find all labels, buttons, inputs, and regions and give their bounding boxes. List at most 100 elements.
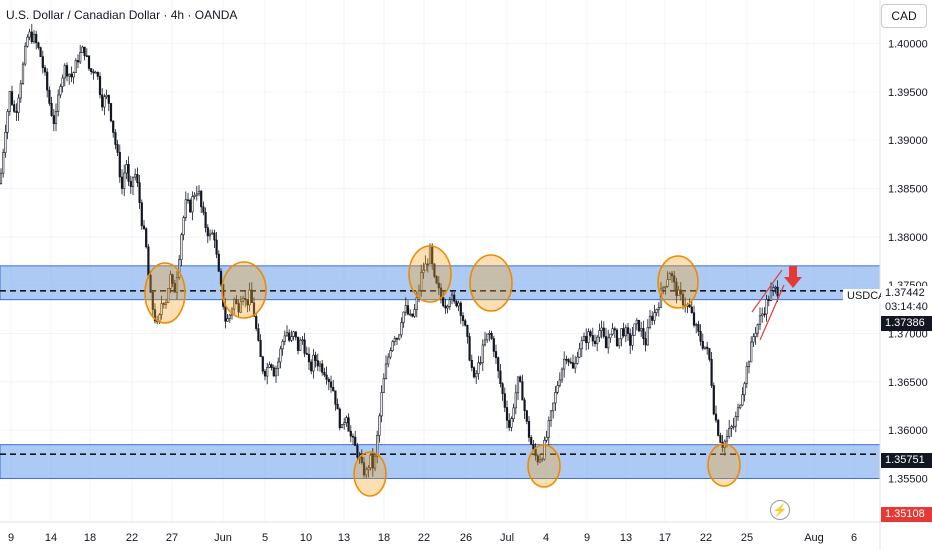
candle-body	[414, 310, 416, 317]
candle-body	[563, 359, 565, 369]
candle-body	[484, 340, 486, 345]
candle-body	[84, 47, 86, 56]
highlight-circle	[222, 262, 266, 318]
candle-body	[5, 132, 7, 152]
candle-body	[550, 411, 552, 421]
candle-body	[57, 95, 59, 112]
candle-body	[711, 359, 713, 385]
candle-body	[339, 409, 341, 428]
last-price-label: 1.37442	[881, 286, 932, 300]
candle-body	[750, 342, 752, 362]
candle-body	[183, 218, 185, 235]
candle-body	[508, 420, 510, 427]
candle-body	[93, 72, 95, 73]
y-tick-label: 1.35500	[888, 474, 928, 486]
candle-body	[605, 336, 607, 347]
candle-body	[693, 313, 695, 325]
candle-body	[610, 334, 612, 338]
candle-body	[315, 355, 317, 360]
candle-body	[106, 95, 108, 97]
candle-body	[145, 229, 147, 247]
candle-body	[464, 321, 466, 326]
candle-body	[761, 314, 763, 316]
candle-body	[40, 48, 42, 57]
candle-body	[385, 364, 387, 378]
candle-body	[557, 386, 559, 393]
candle-body	[211, 233, 213, 234]
candle-body	[216, 240, 218, 254]
candle-body	[390, 351, 392, 357]
candle-body	[33, 34, 35, 42]
candle-body	[44, 68, 46, 72]
candle-body	[458, 303, 460, 306]
candle-body	[552, 403, 554, 411]
candle-body	[753, 337, 755, 342]
candle-body	[291, 337, 293, 341]
y-tick-label: 1.39000	[888, 135, 928, 147]
candle-body	[654, 313, 656, 321]
candle-body	[643, 328, 645, 338]
x-tick-label: 26	[460, 532, 472, 544]
candle-body	[379, 416, 381, 436]
candle-body	[337, 404, 339, 409]
candle-body	[577, 357, 579, 363]
candle-body	[616, 330, 618, 346]
candle-body	[123, 173, 125, 188]
candle-body	[148, 247, 150, 275]
candle-body	[775, 287, 777, 288]
candle-body	[130, 181, 132, 186]
candle-body	[656, 309, 658, 312]
candle-body	[467, 325, 469, 336]
candle-body	[38, 43, 40, 48]
currency-button[interactable]: CAD	[881, 4, 927, 28]
candle-body	[607, 338, 609, 348]
candle-body	[134, 174, 136, 177]
candle-body	[286, 333, 288, 336]
candle-body	[108, 95, 110, 103]
candle-body	[519, 377, 521, 382]
candle-body	[383, 378, 385, 392]
candle-body	[64, 65, 66, 77]
candle-body	[262, 357, 264, 371]
candle-body	[401, 322, 403, 334]
candle-body	[394, 338, 396, 341]
candle-body	[522, 382, 524, 400]
candle-body	[764, 314, 766, 315]
candle-body	[200, 191, 202, 207]
candle-body	[462, 316, 464, 321]
x-tick-label: 18	[378, 532, 390, 544]
candle-body	[346, 418, 348, 423]
candle-body	[733, 426, 735, 427]
candle-body	[449, 300, 451, 307]
candle-body	[574, 363, 576, 368]
candle-body	[583, 336, 585, 340]
candle-body	[381, 392, 383, 415]
candle-body	[2, 153, 4, 174]
candle-body	[768, 300, 770, 301]
candle-body	[260, 340, 262, 356]
candle-body	[132, 177, 134, 187]
candle-body	[280, 349, 282, 362]
candle-body	[480, 363, 482, 364]
x-tick-label: 6	[851, 532, 857, 544]
candle-body	[728, 428, 730, 436]
candle-body	[695, 324, 697, 325]
candle-body	[392, 342, 394, 351]
candle-body	[634, 324, 636, 335]
candle-body	[214, 233, 216, 240]
candle-body	[621, 329, 623, 339]
candle-body	[90, 69, 92, 72]
candle-body	[117, 144, 119, 152]
price-label: 1.37386	[881, 316, 932, 331]
x-tick-label: 27	[166, 532, 178, 544]
candle-body	[227, 319, 229, 322]
candle-body	[632, 335, 634, 345]
x-tick-label: 18	[84, 532, 96, 544]
lightning-icon[interactable]: ⚡	[770, 500, 790, 520]
candle-body	[731, 427, 733, 429]
candle-body	[55, 112, 57, 124]
candle-body	[60, 87, 62, 95]
candle-body	[755, 333, 757, 336]
candle-body	[491, 333, 493, 338]
